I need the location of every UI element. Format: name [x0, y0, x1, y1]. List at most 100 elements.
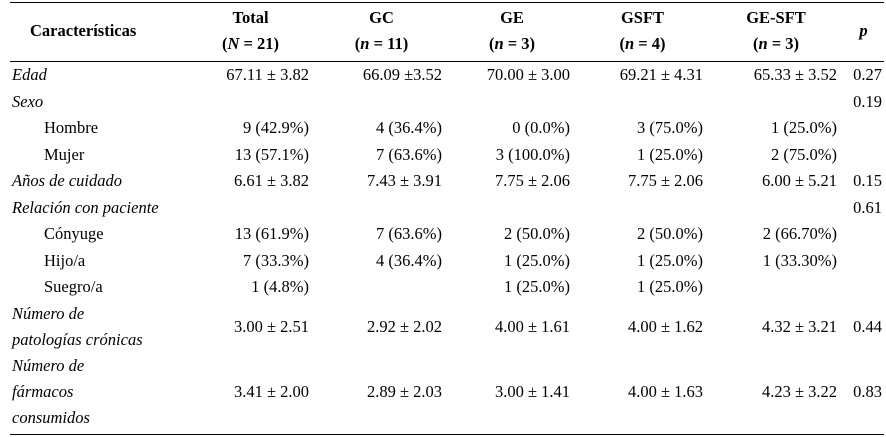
- table-cell: 2 (50.0%): [637, 224, 703, 244]
- table-bottom-rule: [10, 434, 884, 435]
- table-cell: [709, 274, 843, 301]
- row-label: Hijo/a: [10, 248, 186, 275]
- table-cell: [315, 195, 448, 222]
- table-cell: 3 (100.0%): [495, 144, 570, 164]
- header-ge: GE (n = 3): [448, 0, 576, 62]
- table-cell: 4.23 ± 3.22: [761, 381, 837, 401]
- header-total: Total (N = 21): [186, 0, 315, 62]
- table-cell: 1 (25.0%): [771, 118, 837, 138]
- table-cell: 6.61 ± 3.82: [233, 171, 309, 191]
- p-value-cell: 0.27: [853, 65, 882, 85]
- table-cell: 1 (4.8%): [251, 277, 309, 297]
- row-label-line: Años de cuidado: [12, 171, 122, 191]
- table-cell: 2.89 ± 2.03: [366, 381, 442, 401]
- table-cell: 3.41 ± 2.00: [233, 381, 309, 401]
- table-cell: 13 (57.1%): [234, 144, 309, 164]
- p-value-cell: [843, 115, 884, 142]
- header-n: (n = 4): [619, 34, 666, 53]
- header-title: GC: [369, 8, 394, 27]
- row-label: Número de patologías crónicas: [10, 301, 186, 353]
- table-cell: [576, 195, 709, 222]
- table-cell: 2 (75.0%): [771, 144, 837, 164]
- row-label-line: patologías crónicas: [12, 329, 143, 349]
- table-cell: 2 (66.70%): [762, 224, 837, 244]
- table-cell: [315, 274, 448, 301]
- p-value-cell: 0.15: [853, 171, 882, 191]
- table-cell: 1 (25.0%): [504, 277, 570, 297]
- table-row: Años de cuidado 6.61 ± 3.82 7.43 ± 3.91 7.7…: [10, 168, 884, 195]
- header-p-value: p: [859, 21, 868, 40]
- table-body: Edad 67.11 ± 3.82 66.09 ±3.52 70.00 ± 3.00 6…: [10, 62, 884, 431]
- table-cell: [576, 89, 709, 116]
- p-value-cell: 0.19: [853, 91, 882, 111]
- table-cell: 13 (61.9%): [234, 224, 309, 244]
- header-title: GE: [500, 8, 524, 27]
- row-label: Número de fármacos consumidos: [10, 353, 186, 431]
- table-cell: 0 (0.0%): [512, 118, 570, 138]
- table-row: Cónyuge 13 (61.9%) 7 (63.6%) 2 (50.0%) 2 (50…: [10, 221, 884, 248]
- table-row: Relación con paciente 0.61: [10, 195, 884, 222]
- table-header-row: Características Total (N = 21) GC (n = 1…: [10, 0, 884, 62]
- header-n: (n = 3): [488, 34, 536, 53]
- table-cell: 7.75 ± 2.06: [627, 171, 703, 191]
- row-label: Edad: [10, 62, 186, 89]
- row-label-line: Número de: [12, 355, 85, 375]
- p-value-cell: 0.83: [853, 381, 882, 401]
- table-row: Sexo 0.19: [10, 89, 884, 116]
- table-row: Hijo/a 7 (33.3%) 4 (36.4%) 1 (25.0%) 1 (25.0…: [10, 248, 884, 275]
- table-header-rule: [10, 61, 884, 62]
- p-value-cell: 0.44: [853, 316, 882, 336]
- row-label-line: fármacos: [12, 381, 74, 401]
- p-value-cell: [843, 274, 884, 301]
- row-label-line: Número de: [12, 303, 85, 323]
- row-label-line: Edad: [12, 65, 47, 85]
- table-cell: 9 (42.9%): [243, 118, 309, 138]
- row-label: Mujer: [10, 142, 186, 169]
- table-cell: 1 (25.0%): [637, 277, 703, 297]
- table-cell: 1 (25.0%): [637, 144, 703, 164]
- table-cell: 70.00 ± 3.00: [486, 65, 570, 85]
- table-cell: 3.00 ± 1.41: [494, 381, 570, 401]
- header-n: (n = 3): [752, 34, 800, 53]
- table-top-rule: [10, 2, 884, 3]
- table-cell: 4 (36.4%): [376, 250, 442, 270]
- row-label: Cónyuge: [10, 221, 186, 248]
- table-cell: [186, 89, 315, 116]
- table-cell: 1 (25.0%): [637, 250, 703, 270]
- header-title: Total: [232, 8, 269, 27]
- table-row: Número de patologías crónicas 3.00 ± 2.51 2…: [10, 301, 884, 353]
- table-cell: 7.75 ± 2.06: [494, 171, 570, 191]
- table-cell: 67.11 ± 3.82: [226, 65, 309, 85]
- header-characteristics: Características: [30, 21, 137, 40]
- header-n: (N = 21): [221, 34, 280, 53]
- table-cell: 3.00 ± 2.51: [233, 316, 309, 336]
- table-cell: 4.00 ± 1.61: [494, 316, 570, 336]
- characteristics-table: Características Total (N = 21) GC (n = 1…: [10, 0, 884, 431]
- table-row: Suegro/a 1 (4.8%) 1 (25.0%) 1 (25.0%): [10, 274, 884, 301]
- row-label-line: Hombre: [44, 118, 99, 138]
- row-label-line: Suegro/a: [44, 277, 103, 297]
- table-cell: 7 (33.3%): [243, 250, 309, 270]
- row-label-line: Relación con paciente: [12, 197, 159, 217]
- header-gc: GC (n = 11): [315, 0, 448, 62]
- row-label-line: Sexo: [12, 91, 44, 111]
- table-row: Hombre 9 (42.9%) 4 (36.4%) 0 (0.0%) 3 (75.0%…: [10, 115, 884, 142]
- table-cell: 65.33 ± 3.52: [753, 65, 837, 85]
- row-label: Hombre: [10, 115, 186, 142]
- table-cell: [448, 89, 576, 116]
- table-cell: 6.00 ± 5.21: [761, 171, 837, 191]
- header-ge-sft: GE-SFT (n = 3): [709, 0, 843, 62]
- table-cell: [186, 195, 315, 222]
- table-cell: 4.32 ± 3.21: [761, 316, 837, 336]
- row-label: Relación con paciente: [10, 195, 186, 222]
- row-label-line: consumidos: [12, 407, 90, 427]
- header-gsft: GSFT (n = 4): [576, 0, 709, 62]
- table-cell: [448, 195, 576, 222]
- table-cell: 4.00 ± 1.63: [627, 381, 703, 401]
- table-cell: [315, 89, 448, 116]
- table-cell: 7 (63.6%): [376, 144, 442, 164]
- header-title: GE-SFT: [746, 8, 806, 27]
- table-cell: 2 (50.0%): [504, 224, 570, 244]
- table-cell: 4 (36.4%): [376, 118, 442, 138]
- table-cell: 4.00 ± 1.62: [627, 316, 703, 336]
